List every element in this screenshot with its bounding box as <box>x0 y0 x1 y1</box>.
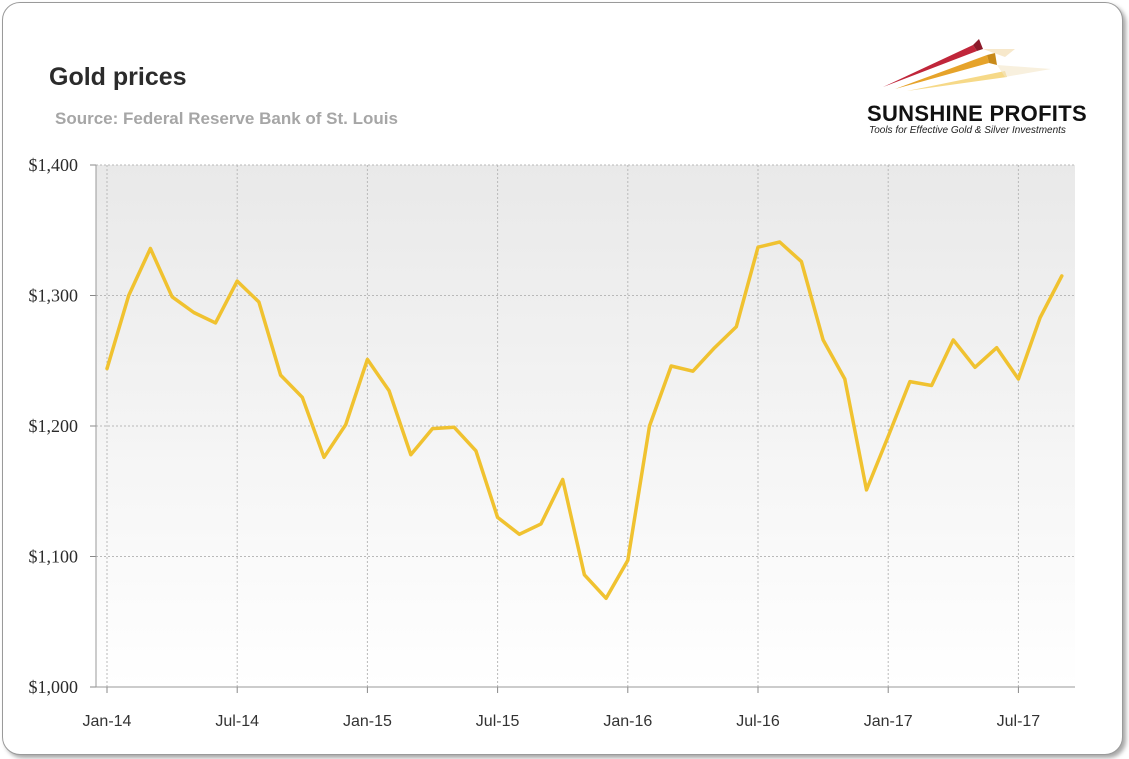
y-tick-label: $1,200 <box>29 416 79 436</box>
x-tick-label: Jul-17 <box>997 713 1041 730</box>
x-tick-label: Jul-15 <box>476 713 520 730</box>
logo-swoosh-icon <box>883 39 1051 91</box>
sunshine-profits-logo: SUNSHINE PROFITS Tools for Effective Gol… <box>855 31 1087 149</box>
logo-name: SUNSHINE PROFITS <box>867 101 1087 126</box>
chart-title: Gold prices <box>49 63 187 91</box>
x-tick-label: Jan-14 <box>83 713 132 730</box>
y-axis-labels: $1,000 $1,100 $1,200 $1,300 $1,400 <box>29 155 79 697</box>
x-tick-label: Jan-16 <box>603 713 652 730</box>
y-tick-label: $1,300 <box>29 286 79 306</box>
x-tick-label: Jul-16 <box>736 713 780 730</box>
axes <box>90 164 1075 693</box>
y-tick-label: $1,000 <box>29 677 79 697</box>
y-tick-label: $1,100 <box>29 547 79 567</box>
x-tick-label: Jan-15 <box>343 713 392 730</box>
x-tick-label: Jul-14 <box>215 713 259 730</box>
y-tick-label: $1,400 <box>29 155 79 175</box>
gridlines <box>96 164 1075 687</box>
series-line-gold-price <box>105 240 1064 601</box>
chart-subtitle: Source: Federal Reserve Bank of St. Loui… <box>55 109 398 128</box>
x-tick-label: Jan-17 <box>864 713 913 730</box>
series <box>105 240 1064 601</box>
x-axis-labels: Jan-14 Jul-14 Jan-15 Jul-15 Jan-16 Jul-16 Jan-… <box>83 713 1041 730</box>
logo-tagline: Tools for Effective Gold & Silver Invest… <box>869 125 1066 136</box>
